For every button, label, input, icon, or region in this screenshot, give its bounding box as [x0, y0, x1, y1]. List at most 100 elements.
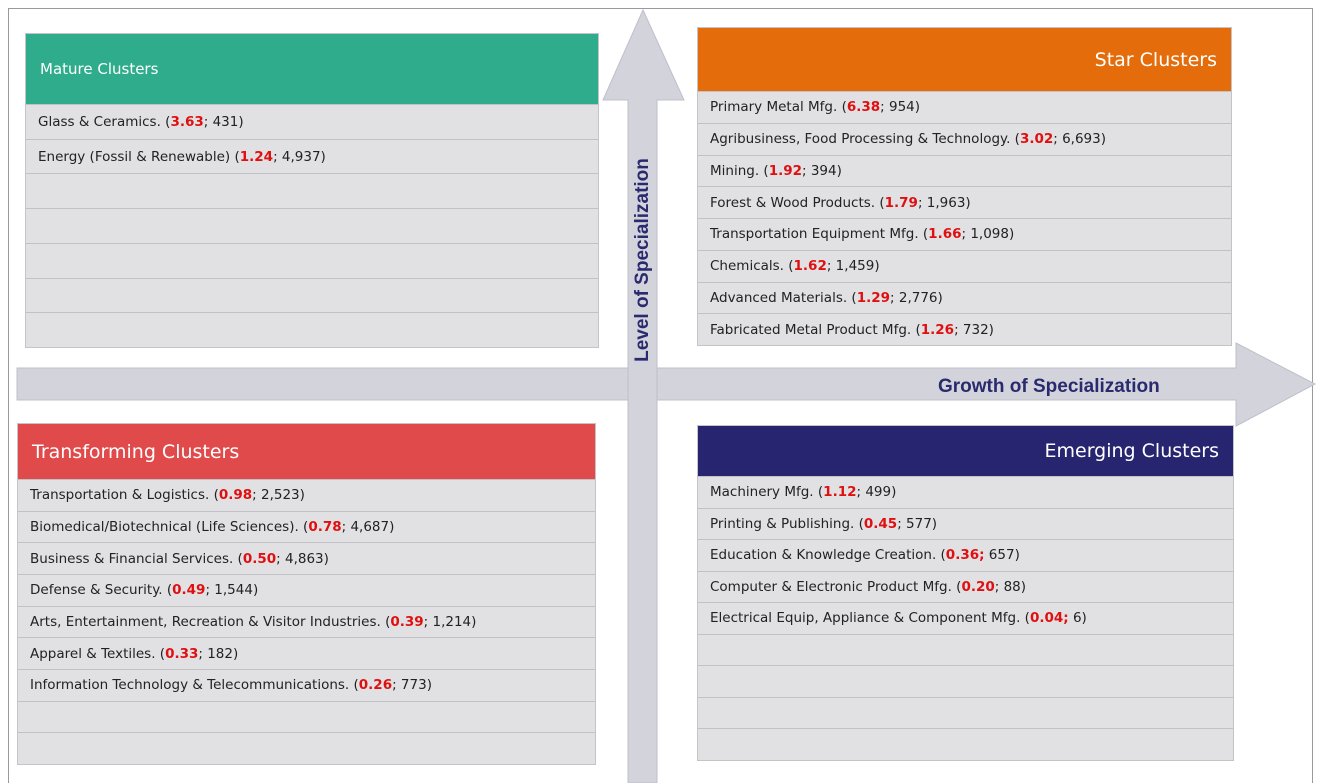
employment: ; 1,459) — [826, 258, 880, 275]
location-quotient: 1.62 — [793, 258, 827, 275]
quadrant-title: Emerging Clusters — [698, 426, 1233, 476]
cluster-name: Primary Metal Mfg. ( — [710, 99, 847, 116]
cluster-row — [698, 696, 1233, 729]
cluster-row — [18, 700, 595, 733]
employment: ; 954) — [880, 99, 921, 116]
employment: ; 773) — [392, 677, 432, 694]
location-quotient: 6.38 — [846, 99, 881, 116]
cluster-name: Apparel & Textiles. ( — [30, 645, 166, 662]
cluster-row: Mining. (1.92; 394) — [698, 154, 1231, 187]
employment: ; 1,544) — [205, 582, 259, 599]
location-quotient: 3.02 — [1019, 131, 1054, 148]
cluster-row: Transportation & Logistics. (0.98; 2,523… — [18, 479, 595, 511]
location-quotient: 1.79 — [884, 194, 918, 211]
cluster-row: Transportation Equipment Mfg. (1.66; 1,0… — [698, 218, 1231, 250]
cluster-row — [698, 633, 1233, 666]
employment: ; 394) — [802, 162, 842, 179]
cluster-name: Electrical Equip, Appliance & Component … — [710, 610, 1030, 627]
cluster-row: Education & Knowledge Creation. (0.36; 6… — [698, 539, 1233, 571]
location-quotient: 3.63 — [170, 113, 204, 130]
employment: ; 1,214) — [423, 613, 477, 630]
cluster-row: Forest & Wood Products. (1.79; 1,963) — [698, 186, 1231, 218]
cluster-name: Forest & Wood Products. ( — [710, 194, 885, 211]
horizontal-axis-label: Growth of Specialization — [938, 376, 1160, 397]
employment: ; 88) — [994, 578, 1027, 595]
cluster-row: Apparel & Textiles. (0.33; 182) — [18, 637, 595, 669]
employment: ; 4,687) — [341, 518, 395, 535]
cluster-name: Energy (Fossil & Renewable) ( — [38, 148, 240, 165]
cluster-name: Biomedical/Biotechnical (Life Sciences).… — [30, 518, 309, 535]
location-quotient: 0.04; — [1029, 610, 1069, 627]
cluster-name: Glass & Ceramics. ( — [38, 113, 171, 130]
employment: ; 182) — [198, 645, 239, 662]
cluster-row — [18, 732, 595, 764]
mature-quadrant: Mature Clusters Glass & Ceramics. (3.63; … — [25, 33, 599, 348]
location-quotient: 0.26 — [358, 677, 393, 694]
quadrant-title: Star Clusters — [698, 28, 1231, 91]
cluster-row: Chemicals. (1.62; 1,459) — [698, 249, 1231, 282]
employment: ; 2,523) — [252, 487, 305, 504]
cluster-row: Defense & Security. (0.49; 1,544) — [18, 573, 595, 606]
location-quotient: 1.26 — [920, 321, 955, 338]
location-quotient: 1.66 — [928, 226, 962, 243]
location-quotient: 1.12 — [823, 484, 857, 501]
location-quotient: 0.78 — [308, 518, 342, 535]
cluster-row: Fabricated Metal Product Mfg. (1.26; 732… — [698, 313, 1231, 345]
cluster-name: Education & Knowledge Creation. ( — [710, 547, 946, 564]
location-quotient: 0.39 — [390, 613, 424, 630]
vertical-arrow — [602, 8, 685, 783]
cluster-name: Business & Financial Services. ( — [30, 550, 243, 567]
frame — [8, 8, 1313, 783]
cluster-row — [26, 277, 598, 313]
cluster-row: Machinery Mfg. (1.12; 499) — [698, 476, 1233, 508]
employment: 657) — [984, 547, 1020, 564]
location-quotient: 0.50 — [242, 550, 277, 567]
cluster-name: Agribusiness, Food Processing & Technolo… — [710, 131, 1020, 148]
cluster-row: Agribusiness, Food Processing & Technolo… — [698, 122, 1231, 155]
location-quotient: 1.29 — [856, 289, 891, 306]
cluster-name: Fabricated Metal Product Mfg. ( — [710, 321, 921, 338]
transforming-quadrant: Transforming Clusters Transportation & Lo… — [17, 423, 596, 765]
quadrant-title: Transforming Clusters — [18, 424, 595, 479]
location-quotient: 1.24 — [239, 148, 274, 165]
cluster-name: Machinery Mfg. ( — [710, 484, 824, 501]
employment: ; 1,963) — [917, 194, 971, 211]
cluster-name: Transportation & Logistics. ( — [30, 487, 219, 504]
cluster-row: Printing & Publishing. (0.45; 577) — [698, 507, 1233, 540]
cluster-name: Advanced Materials. ( — [710, 289, 857, 306]
location-quotient: 0.98 — [218, 487, 253, 504]
cluster-row: Electrical Equip, Appliance & Component … — [698, 602, 1233, 634]
cluster-name: Information Technology & Telecommunicati… — [30, 677, 359, 694]
cluster-row: Advanced Materials. (1.29; 2,776) — [698, 281, 1231, 314]
horizontal-arrow — [16, 342, 1317, 427]
location-quotient: 0.49 — [172, 582, 206, 599]
location-quotient: 0.20 — [961, 578, 995, 595]
employment: ; 2,776) — [890, 289, 943, 306]
cluster-row — [26, 173, 598, 208]
location-quotient: 0.33 — [165, 645, 199, 662]
location-quotient: 1.92 — [768, 162, 802, 179]
cluster-row — [698, 665, 1233, 697]
employment: ; 577) — [897, 515, 938, 532]
cluster-row: Biomedical/Biotechnical (Life Sciences).… — [18, 510, 595, 543]
cluster-name: Transportation Equipment Mfg. ( — [710, 226, 929, 243]
employment: ; 499) — [856, 484, 897, 501]
cluster-row: Arts, Entertainment, Recreation & Visito… — [18, 605, 595, 638]
location-quotient: 0.36; — [945, 547, 985, 564]
employment: ; 1,098) — [961, 226, 1015, 243]
cluster-row: Business & Financial Services. (0.50; 4,… — [18, 542, 595, 574]
vertical-axis-label: Level of Specialization — [632, 158, 653, 362]
cluster-name: Defense & Security. ( — [30, 582, 173, 599]
cluster-row — [698, 728, 1233, 760]
cluster-name: Computer & Electronic Product Mfg. ( — [710, 578, 962, 595]
cluster-row: Glass & Ceramics. (3.63; 431) — [26, 104, 598, 139]
cluster-row — [26, 312, 598, 347]
cluster-row: Information Technology & Telecommunicati… — [18, 668, 595, 701]
location-quotient: 0.45 — [863, 515, 898, 532]
employment: ; 6,693) — [1053, 131, 1107, 148]
emerging-quadrant: Emerging Clusters Machinery Mfg. (1.12; 4… — [697, 425, 1234, 761]
cluster-row — [26, 242, 598, 278]
cluster-row: Primary Metal Mfg. (6.38; 954) — [698, 91, 1231, 123]
